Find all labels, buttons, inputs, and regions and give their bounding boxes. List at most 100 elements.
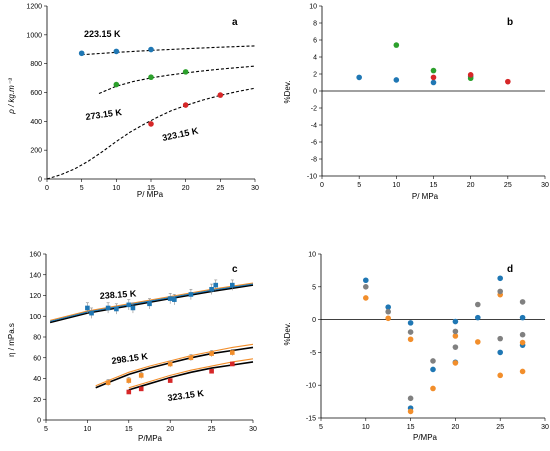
- panel-b-y-tick-label: 2: [313, 72, 317, 79]
- panel-a-point-s1-1: [148, 74, 154, 81]
- panel-c-x-tick-label: 20: [166, 426, 174, 433]
- panel-a-y-tick-label: 1200: [26, 4, 42, 11]
- panel-d-y-tick-label: 0: [312, 317, 316, 324]
- panel-c-x-tick-label: 25: [208, 426, 216, 433]
- panel-a-x-tick-label: 15: [147, 185, 155, 192]
- panel-c: 5 10 15 20 25 30 0 20 40 60 80 100 120 140 160: [29, 252, 257, 434]
- panel-c-point-s1-6: [230, 350, 235, 355]
- panel-c-point-s0-6: [147, 301, 152, 307]
- panel-c-y-tick-label: 160: [29, 252, 41, 259]
- panel-c-point-s1-5: [209, 351, 214, 356]
- panel-c-point-s1-2: [138, 373, 144, 378]
- panel-d-point-s1-10: [519, 339, 526, 346]
- panel-c-point-s0-8: [172, 297, 177, 302]
- panel-d-point-s2-7: [475, 301, 481, 308]
- panel-d-point-s1-3: [407, 408, 414, 415]
- panel-d-point-s1-6: [452, 360, 459, 366]
- panel-c-point-s0-9: [188, 292, 194, 297]
- panel-c-point-s2-0: [126, 389, 132, 395]
- panel-c-point-s0-5: [130, 305, 136, 311]
- panel-c-point-s0-12: [230, 282, 235, 288]
- panel-b-x-tick-label: 5: [357, 182, 361, 189]
- panel-a-y-tick-label: 1000: [26, 32, 42, 39]
- panel-d-point-s1-1: [385, 315, 392, 322]
- panel-c-y-tick-label: 80: [33, 335, 41, 342]
- panel-d-point-s1-7: [475, 339, 481, 345]
- panel-c-letter: c: [232, 264, 238, 275]
- panel-c-point-s0-11: [213, 282, 219, 288]
- panel-b: 0 5 10 15 20 25 30 -10 -8 -6 -4 -2 0 2 4 6 8 10: [307, 4, 549, 190]
- panel-d-point-s0-0: [363, 277, 369, 284]
- panel-d-point-s1-2: [407, 336, 414, 343]
- panel-b-y-tick-label: 0: [313, 89, 317, 96]
- panel-d-point-s2-1: [385, 308, 392, 315]
- panel-c-point-s0-0: [85, 305, 90, 311]
- panel-d-y-tick-label: -5: [310, 350, 316, 357]
- panel-c-y-tick-label: 120: [29, 293, 41, 300]
- panel-d-x-tick-label: 30: [541, 424, 549, 431]
- panel-d-point-s2-11: [519, 331, 526, 338]
- panel-c-point-s1-3: [167, 361, 173, 367]
- panel-d-letter: d: [507, 264, 513, 275]
- panel-c-point-s2-4: [230, 361, 235, 367]
- panel-b-point-s1-1: [430, 67, 437, 74]
- panel-a-y-tick-label: 400: [30, 119, 42, 126]
- panel-c-point-s1-4: [188, 355, 194, 361]
- panel-d-point-s0-1: [385, 304, 392, 310]
- panel-c-point-s2-2: [167, 378, 173, 383]
- panel-a-point-s0-0: [78, 50, 85, 57]
- panel-d-xlabel: P/MPa: [413, 433, 438, 442]
- curve-label-a-223: 223.15 K: [84, 29, 121, 39]
- panel-d-y-tick-label: 10: [308, 252, 316, 259]
- panel-d-point-s1-9: [497, 372, 504, 379]
- panel-b-y-tick-label: 6: [313, 38, 317, 45]
- panel-c-ylabel: η / mPa.s: [7, 323, 16, 357]
- panel-b-point-s2-1: [467, 72, 474, 78]
- panel-c-y-tick-label: 40: [33, 376, 41, 383]
- panel-d: 5 10 15 20 25 30 -15 -10 -5 0 5 10: [306, 252, 549, 432]
- panel-d-point-s0-4: [430, 366, 436, 373]
- panel-c-point-s0-7: [167, 296, 173, 301]
- panel-a-xlabel: P/ MPa: [137, 190, 164, 199]
- panel-b-x-tick-label: 0: [320, 182, 324, 189]
- panel-b-y-tick-label: 8: [313, 21, 317, 28]
- panel-d-point-s1-0: [363, 295, 369, 301]
- panel-b-y-tick-label: -6: [311, 140, 317, 147]
- panel-d-point-s2-8: [497, 288, 504, 295]
- panel-c-y-tick-label: 100: [29, 314, 41, 321]
- curve-label-c-238: 238.15 K: [99, 288, 137, 301]
- panel-a-point-s0-1: [113, 48, 120, 55]
- panel-d-y-tick-label: -10: [306, 383, 316, 390]
- panel-d-y-tick-label: -15: [306, 416, 316, 423]
- panel-d-point-s2-4: [430, 358, 436, 364]
- panel-d-point-s1-11: [519, 368, 526, 375]
- panel-d-point-s1-5: [452, 333, 459, 339]
- panel-d-y-tick-label: 5: [312, 284, 316, 291]
- panel-a-x-tick-label: 30: [251, 185, 259, 192]
- panel-b-point-s2-2: [505, 78, 511, 85]
- panel-d-point-s2-5: [452, 328, 459, 335]
- panel-a-point-s1-0: [113, 81, 120, 88]
- panel-b-y-tick-label: -2: [311, 106, 317, 113]
- panel-d-point-s1-4: [430, 385, 436, 392]
- panel-d-point-s0-7: [475, 314, 481, 321]
- panel-d-point-s0-5: [452, 318, 459, 325]
- panel-d-x-tick-label: 5: [319, 424, 323, 431]
- panel-a-letter: a: [232, 17, 238, 28]
- panel-a-y-tick-label: 200: [30, 148, 42, 155]
- panel-c-x-tick-label: 5: [44, 426, 48, 433]
- panel-c-y-tick-label: 140: [29, 272, 41, 279]
- panel-c-point-s1-1: [126, 378, 132, 383]
- panel-a-point-s1-2: [182, 69, 189, 75]
- panel-c-point-s0-4: [126, 302, 132, 308]
- panel-b-xlabel: P/ MPa: [412, 192, 439, 201]
- panel-d-point-s2-2: [407, 329, 414, 335]
- panel-a-y-tick-label: 600: [30, 90, 42, 97]
- panel-a-point-s2-0: [148, 121, 154, 127]
- panel-d-point-s2-10: [519, 299, 526, 305]
- panel-a-point-s0-2: [148, 46, 154, 53]
- panel-d-point-s2-3: [407, 395, 414, 402]
- panel-c-y-tick-label: 20: [33, 397, 41, 404]
- panel-d-point-s2-9: [497, 335, 504, 342]
